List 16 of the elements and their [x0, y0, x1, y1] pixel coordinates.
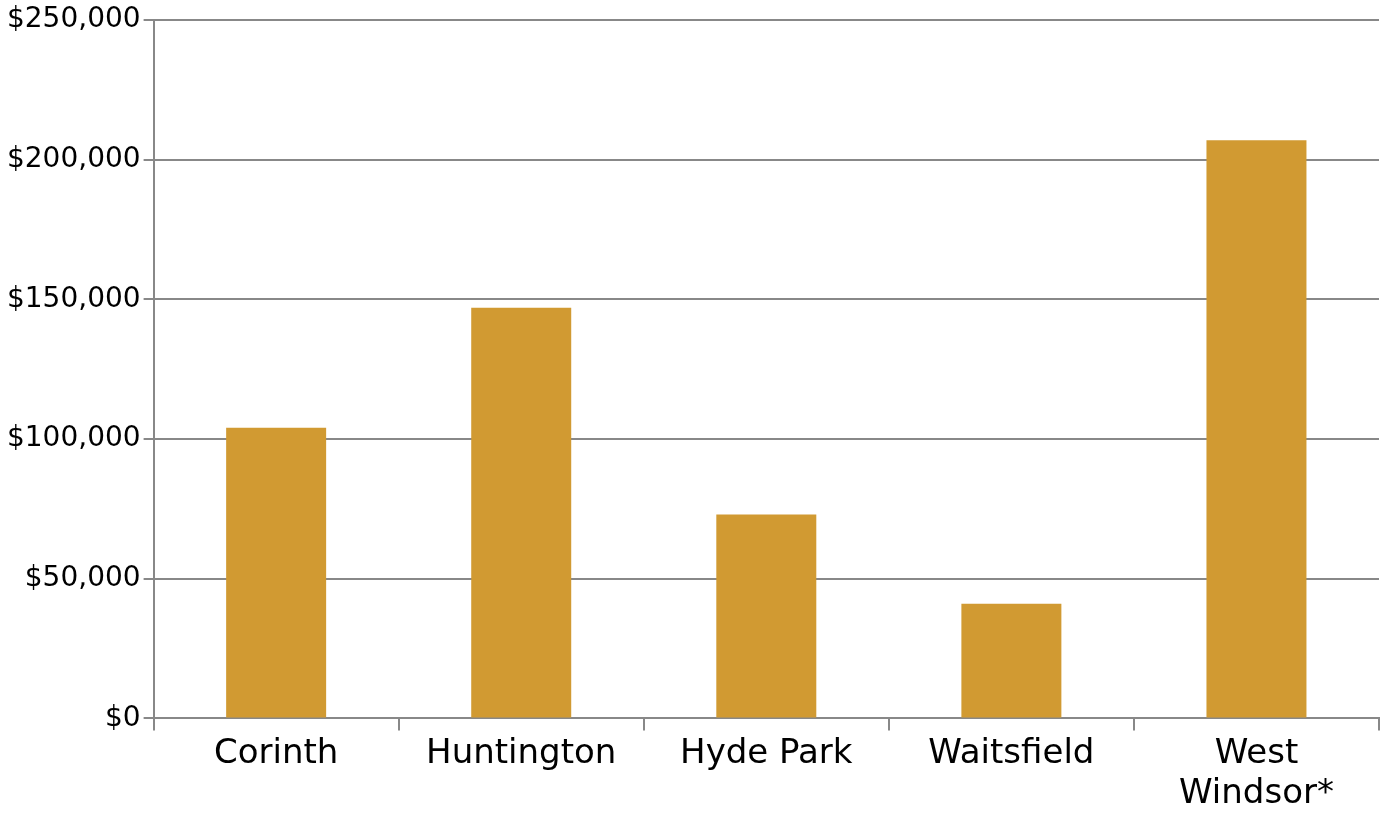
y-tick-label: $50,000: [24, 560, 141, 593]
y-tick-label: $0: [104, 699, 141, 733]
x-tick-label: Waitsfield: [928, 730, 1095, 771]
y-tick-label: $150,000: [6, 280, 141, 314]
y-tick-label: $100,000: [6, 420, 141, 454]
bar: [716, 514, 817, 718]
x-tick-label: West Windsor*: [1178, 730, 1334, 812]
y-tick-label: $200,000: [6, 140, 141, 174]
x-tick-label: Huntington: [426, 730, 617, 771]
bar: [1206, 140, 1307, 718]
bar: [471, 307, 572, 718]
x-tick-label: Corinth: [213, 730, 339, 771]
x-tick-label: Hyde Park: [680, 730, 853, 771]
bar: [226, 427, 327, 718]
y-tick-label: $250,000: [6, 1, 141, 35]
bar: [961, 603, 1062, 718]
